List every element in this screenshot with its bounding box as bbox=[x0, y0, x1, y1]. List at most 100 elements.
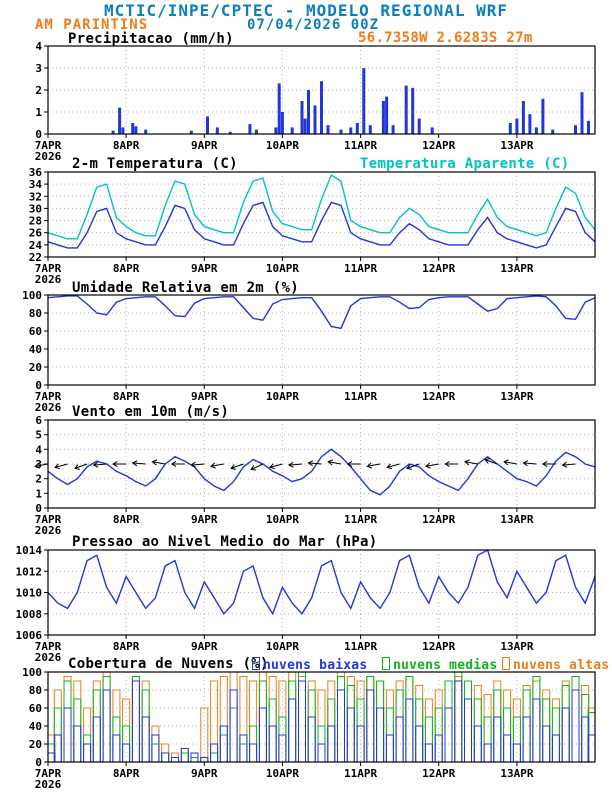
svg-text:24: 24 bbox=[29, 239, 43, 252]
svg-text:36: 36 bbox=[29, 166, 43, 179]
svg-text:10APR: 10APR bbox=[266, 767, 299, 780]
svg-text:3: 3 bbox=[35, 458, 42, 471]
svg-text:9APR: 9APR bbox=[191, 767, 218, 780]
nuvens-medias-swatch-icon bbox=[382, 657, 390, 670]
svg-text:12APR: 12APR bbox=[422, 139, 455, 152]
svg-text:80: 80 bbox=[29, 307, 42, 320]
svg-text:8APR: 8APR bbox=[113, 262, 140, 275]
svg-text:1006: 1006 bbox=[16, 629, 43, 642]
svg-text:60: 60 bbox=[29, 325, 42, 338]
svg-text:13APR: 13APR bbox=[500, 139, 533, 152]
panel-title-umidade: Umidade Relativa em 2m (%) bbox=[72, 280, 299, 296]
svg-text:9APR: 9APR bbox=[191, 513, 218, 526]
svg-text:22: 22 bbox=[29, 251, 42, 264]
svg-text:9APR: 9APR bbox=[191, 390, 218, 403]
svg-text:100: 100 bbox=[22, 289, 42, 302]
svg-text:40: 40 bbox=[29, 343, 42, 356]
legend-nuvens-medias: nuvens medias bbox=[382, 657, 497, 673]
svg-text:7APR: 7APR bbox=[35, 640, 62, 653]
svg-text:11APR: 11APR bbox=[344, 513, 377, 526]
legend-label-altas: nuvens altas bbox=[513, 658, 610, 673]
svg-text:0: 0 bbox=[35, 756, 42, 769]
svg-text:20: 20 bbox=[29, 738, 42, 751]
page-title: MCTIC/INPE/CPTEC - MODELO REGIONAL WRF bbox=[103, 1, 509, 20]
svg-text:11APR: 11APR bbox=[344, 139, 377, 152]
svg-text:20: 20 bbox=[29, 361, 42, 374]
svg-text:10APR: 10APR bbox=[266, 262, 299, 275]
svg-text:30: 30 bbox=[29, 202, 42, 215]
svg-text:1012: 1012 bbox=[16, 565, 43, 578]
svg-text:9APR: 9APR bbox=[191, 139, 218, 152]
svg-text:12APR: 12APR bbox=[422, 767, 455, 780]
svg-text:12APR: 12APR bbox=[422, 513, 455, 526]
svg-text:7APR: 7APR bbox=[35, 262, 62, 275]
svg-text:1: 1 bbox=[35, 487, 42, 500]
svg-text:8APR: 8APR bbox=[113, 640, 140, 653]
svg-text:13APR: 13APR bbox=[500, 513, 533, 526]
svg-text:0: 0 bbox=[35, 128, 42, 141]
svg-text:2: 2 bbox=[35, 473, 42, 486]
svg-text:28: 28 bbox=[29, 215, 42, 228]
svg-text:10APR: 10APR bbox=[266, 640, 299, 653]
svg-text:2026: 2026 bbox=[35, 524, 62, 537]
svg-text:8APR: 8APR bbox=[113, 513, 140, 526]
station-label: AM PARINTINS bbox=[35, 17, 149, 33]
panel-title-pressao: Pressao ao Nivel Medio do Mar (hPa) bbox=[72, 534, 378, 550]
panel-title-vento: Vento em 10m (m/s) bbox=[72, 404, 230, 420]
svg-text:1: 1 bbox=[35, 106, 42, 119]
nuvens-altas-swatch-icon bbox=[502, 657, 510, 670]
legend-label-medias: nuvens medias bbox=[393, 658, 498, 673]
svg-text:2026: 2026 bbox=[35, 273, 62, 286]
svg-text:100: 100 bbox=[22, 666, 42, 679]
svg-text:12APR: 12APR bbox=[422, 390, 455, 403]
svg-text:7APR: 7APR bbox=[35, 513, 62, 526]
svg-text:11APR: 11APR bbox=[344, 767, 377, 780]
panel-title-temperatura: 2-m Temperatura (C) bbox=[72, 156, 238, 172]
svg-text:7APR: 7APR bbox=[35, 767, 62, 780]
svg-text:8APR: 8APR bbox=[113, 767, 140, 780]
svg-text:40: 40 bbox=[29, 720, 42, 733]
svg-text:0: 0 bbox=[35, 502, 42, 515]
legend-label-baixas: nuvens baixas bbox=[263, 658, 368, 673]
svg-text:9APR: 9APR bbox=[191, 640, 218, 653]
svg-text:80: 80 bbox=[29, 684, 42, 697]
run-datetime: 07/04/2026 00Z bbox=[247, 17, 380, 33]
svg-text:1010: 1010 bbox=[16, 587, 43, 600]
svg-text:7APR: 7APR bbox=[35, 390, 62, 403]
svg-text:26: 26 bbox=[29, 227, 43, 240]
svg-text:12APR: 12APR bbox=[422, 262, 455, 275]
svg-text:10APR: 10APR bbox=[266, 139, 299, 152]
svg-text:13APR: 13APR bbox=[500, 640, 533, 653]
svg-text:10APR: 10APR bbox=[266, 390, 299, 403]
svg-text:11APR: 11APR bbox=[344, 390, 377, 403]
svg-text:2026: 2026 bbox=[35, 778, 62, 791]
svg-text:5: 5 bbox=[35, 429, 42, 442]
svg-text:10APR: 10APR bbox=[266, 513, 299, 526]
svg-text:12APR: 12APR bbox=[422, 640, 455, 653]
svg-text:2: 2 bbox=[35, 84, 42, 97]
svg-text:2026: 2026 bbox=[35, 150, 62, 163]
svg-text:60: 60 bbox=[29, 702, 42, 715]
svg-text:1008: 1008 bbox=[16, 608, 43, 621]
svg-text:6: 6 bbox=[35, 414, 42, 427]
nuvens-baixas-swatch-icon bbox=[252, 657, 260, 670]
svg-text:0: 0 bbox=[35, 379, 42, 392]
legend-nuvens-altas: nuvens altas bbox=[502, 657, 609, 673]
svg-text:9APR: 9APR bbox=[191, 262, 218, 275]
svg-text:1014: 1014 bbox=[16, 544, 43, 557]
svg-text:13APR: 13APR bbox=[500, 262, 533, 275]
panel-title-nuvens: Cobertura de Nuvens (%) bbox=[68, 656, 269, 672]
svg-text:11APR: 11APR bbox=[344, 262, 377, 275]
svg-text:34: 34 bbox=[29, 178, 43, 191]
svg-text:8APR: 8APR bbox=[113, 139, 140, 152]
station-coordinates: 56.7358W 2.6283S 27m bbox=[358, 30, 533, 46]
svg-text:2026: 2026 bbox=[35, 651, 62, 664]
svg-text:4: 4 bbox=[35, 40, 42, 53]
svg-text:8APR: 8APR bbox=[113, 390, 140, 403]
svg-text:13APR: 13APR bbox=[500, 767, 533, 780]
legend-nuvens-baixas: nuvens baixas bbox=[252, 657, 367, 673]
svg-text:4: 4 bbox=[35, 443, 42, 456]
svg-text:11APR: 11APR bbox=[344, 640, 377, 653]
